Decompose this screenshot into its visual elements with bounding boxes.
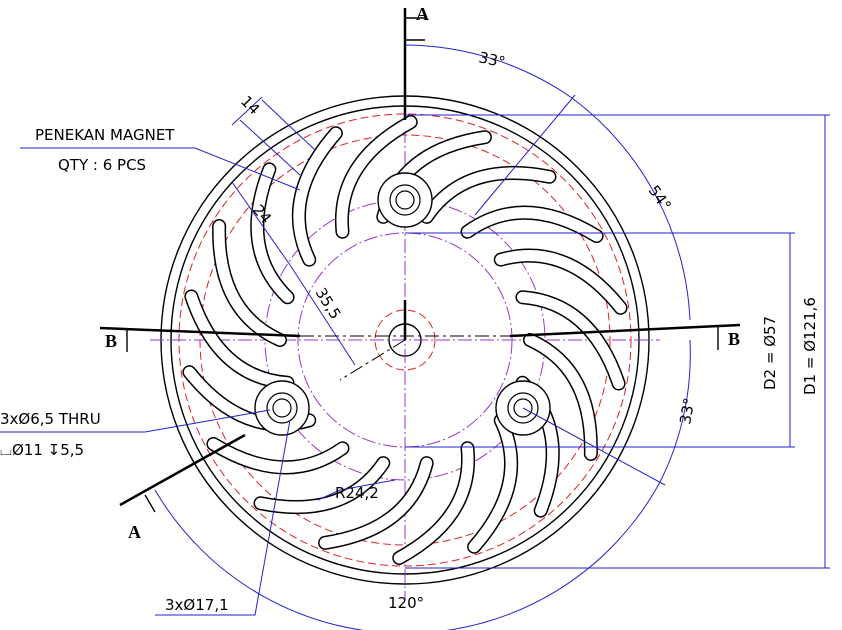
section-label: A — [416, 4, 429, 24]
angle-label: 120° — [388, 594, 424, 612]
angle-label: 33° — [676, 396, 698, 425]
dimension-line — [231, 96, 263, 126]
section-label: B — [105, 331, 117, 351]
blade-inner — [393, 442, 474, 564]
cut-line — [119, 433, 246, 507]
leader — [0, 409, 271, 433]
labels: A A B B 33° 54° 33° 120° 14 24 35,5 PENE… — [0, 4, 819, 614]
hole-note: ⌴Ø11 ↧5,5 — [0, 441, 84, 459]
blade-inner — [524, 334, 597, 460]
hole-note: 3xØ6,5 THRU — [0, 410, 101, 428]
blade-inner — [185, 290, 294, 389]
blade-inner — [207, 438, 348, 473]
dimensions — [0, 44, 830, 630]
blade-inner — [255, 457, 389, 513]
counterbore — [389, 184, 421, 216]
angle-arc — [571, 97, 691, 321]
leader — [155, 419, 291, 616]
hole — [272, 398, 292, 418]
hub-hidden — [374, 309, 436, 371]
hole — [513, 398, 533, 418]
boss-label: 3xØ17,1 — [165, 596, 229, 614]
boss — [254, 380, 310, 436]
hole — [395, 190, 415, 210]
counterbore — [507, 392, 539, 424]
angle-label: 54° — [645, 182, 675, 214]
dimension-line — [231, 181, 291, 266]
radius-label: R24,2 — [335, 484, 379, 502]
diameter-label: D1 = Ø121,6 — [801, 297, 819, 395]
section-lines — [99, 8, 741, 513]
dimension-label: 35,5 — [312, 285, 345, 323]
extension-line — [239, 119, 301, 176]
extension-line — [261, 99, 316, 151]
note: QTY : 6 PCS — [58, 156, 146, 174]
blade-inner — [462, 207, 603, 242]
angle-arc — [659, 339, 691, 483]
diameter-label: D2 = Ø57 — [761, 316, 779, 390]
section-label: A — [128, 522, 141, 542]
note: PENEKAN MAGNET — [35, 126, 175, 144]
angle-arc — [154, 481, 661, 630]
cut-line — [509, 323, 741, 338]
blade-inner — [336, 116, 417, 238]
cut-line — [99, 326, 301, 338]
blade-inner — [495, 250, 627, 314]
cut-line — [339, 339, 406, 381]
blade-inner — [516, 291, 625, 390]
blade-inner — [251, 163, 294, 303]
counterbore — [266, 392, 298, 424]
boss — [377, 172, 433, 228]
blade-inner — [293, 127, 342, 266]
blade-inner — [421, 167, 555, 223]
leader — [20, 147, 301, 191]
blade-inner — [468, 414, 517, 553]
leader — [317, 479, 396, 501]
angle-arc — [404, 44, 573, 99]
dimension-line — [289, 264, 356, 366]
arrow — [144, 494, 156, 513]
extension-line — [474, 94, 576, 216]
blade-inner — [213, 220, 286, 346]
outline — [150, 85, 660, 600]
angle-label: 33° — [477, 48, 507, 71]
dimension-label: 14 — [237, 92, 263, 118]
blade-inner — [319, 457, 433, 549]
section-label: B — [728, 329, 740, 349]
